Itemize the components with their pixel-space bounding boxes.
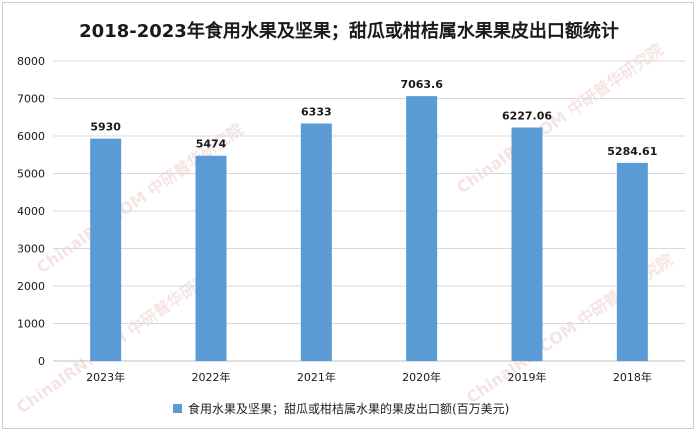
y-tick-label: 0	[38, 355, 45, 368]
bar	[300, 123, 332, 361]
bar	[511, 127, 543, 361]
y-axis-ticks: 0 1000 2000 3000 4000 5000 6000 7000 8000	[17, 55, 45, 368]
legend-label: 食用水果及坚果；甜瓜或柑桔属水果的果皮出口额(百万美元)	[188, 401, 510, 416]
legend: 食用水果及坚果；甜瓜或柑桔属水果的果皮出口额(百万美元)	[173, 399, 509, 417]
y-tick-label: 7000	[17, 93, 45, 106]
bar	[90, 138, 122, 361]
y-tick-label: 6000	[17, 130, 45, 143]
data-label: 6227.06	[502, 109, 552, 122]
y-tick-label: 4000	[17, 205, 45, 218]
data-label: 5930	[90, 121, 121, 134]
chart-frame: 2018-2023年食用水果及坚果；甜瓜或柑桔属水果果皮出口额统计 ChinaI…	[2, 2, 694, 429]
data-label: 6333	[301, 106, 332, 119]
bar	[406, 96, 438, 362]
x-tick-label: 2018年	[613, 370, 652, 384]
legend-swatch	[173, 403, 182, 413]
x-tick-label: 2020年	[402, 370, 441, 384]
data-label: 5284.61	[607, 145, 657, 158]
x-axis-ticks: 2023年 2022年 2021年 2020年 2019年 2018年	[86, 370, 652, 384]
y-tick-label: 2000	[17, 280, 45, 293]
bar	[616, 162, 648, 361]
data-labels: 5930 5474 6333 7063.6 6227.06 5284.61	[90, 78, 657, 158]
y-tick-label: 1000	[17, 318, 45, 331]
bar	[195, 155, 227, 361]
y-tick-label: 5000	[17, 168, 45, 181]
bars	[90, 96, 648, 362]
x-tick-label: 2023年	[86, 370, 125, 384]
x-tick-label: 2022年	[192, 370, 231, 384]
gridlines	[53, 60, 685, 362]
y-tick-label: 8000	[17, 55, 45, 68]
data-label: 7063.6	[400, 78, 443, 91]
chart-title: 2018-2023年食用水果及坚果；甜瓜或柑桔属水果果皮出口额统计	[79, 21, 619, 42]
x-tick-label: 2021年	[297, 370, 336, 384]
data-label: 5474	[196, 138, 227, 151]
x-tick-label: 2019年	[508, 370, 547, 384]
y-tick-label: 3000	[17, 243, 45, 256]
